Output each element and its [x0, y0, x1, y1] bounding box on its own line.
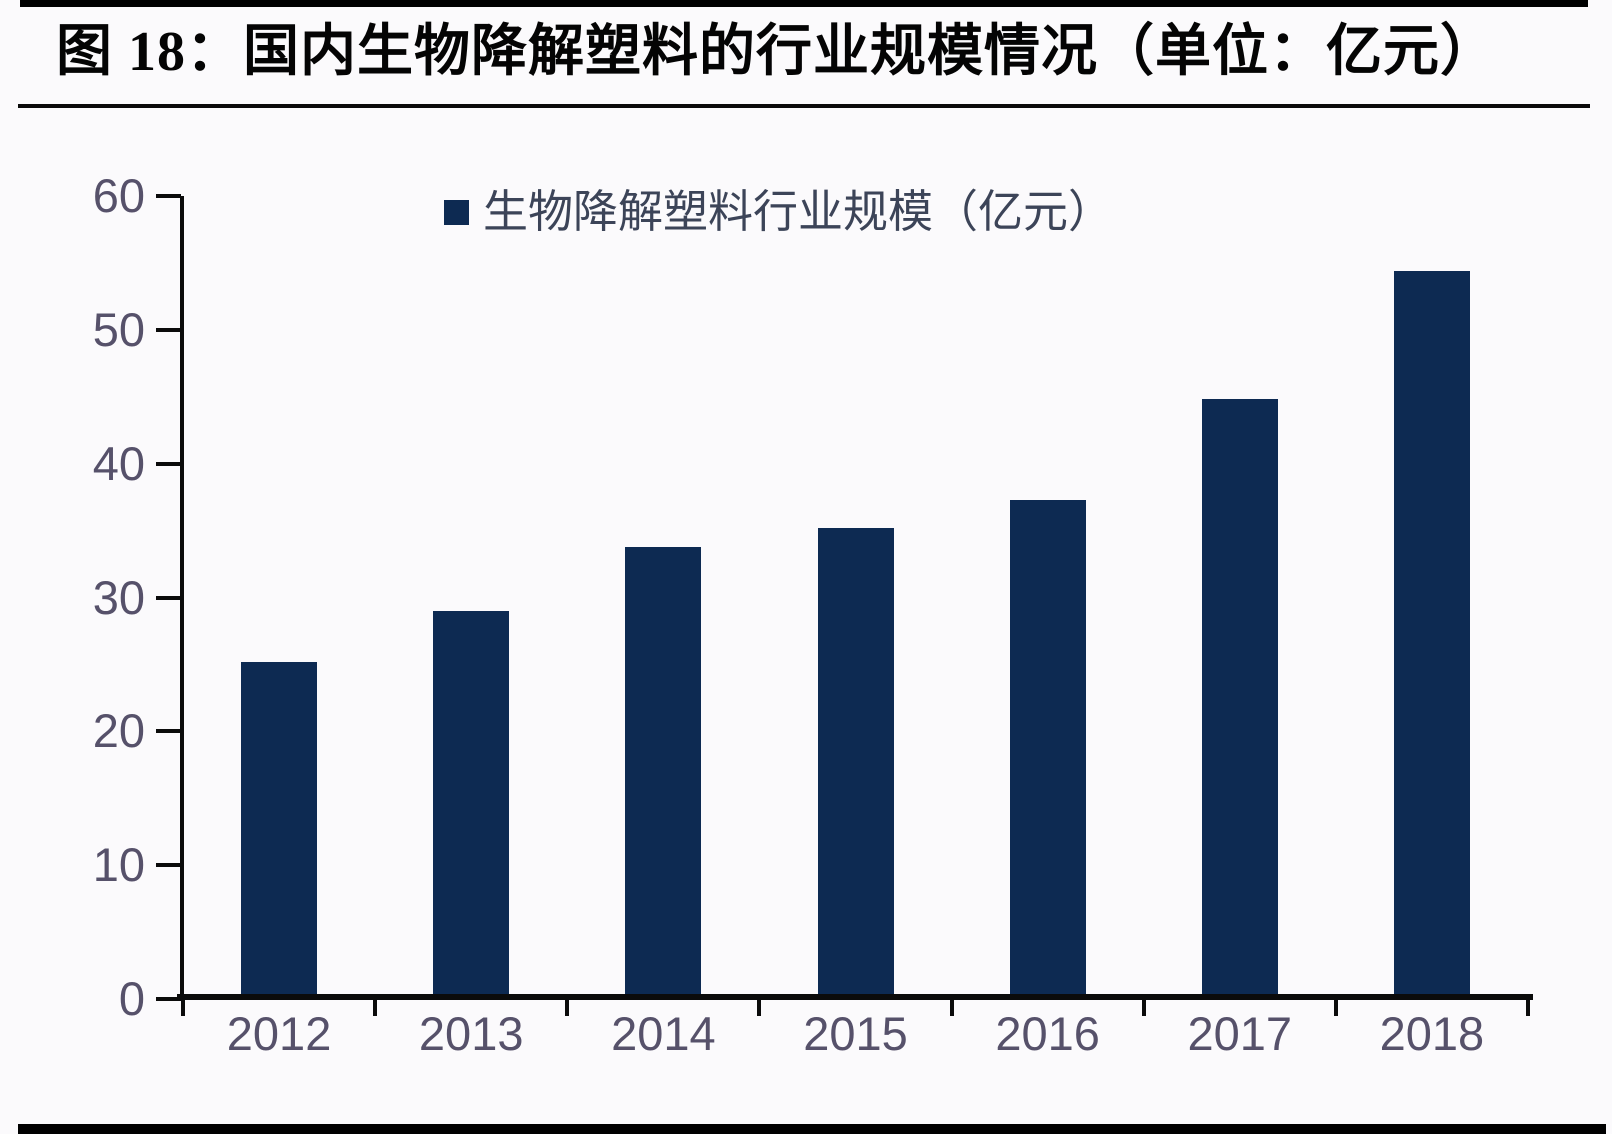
title-divider-rule: [18, 104, 1590, 108]
x-axis-tick-6: [1333, 996, 1338, 1016]
x-axis-tick-7: [1526, 996, 1530, 1016]
bar-2015: [817, 527, 894, 999]
x-axis-tick-5: [1141, 996, 1146, 1016]
bottom-rule: [18, 1124, 1606, 1134]
bar-2014: [625, 546, 702, 999]
bar-2017: [1201, 399, 1278, 999]
x-axis-label-2012: 2012: [226, 1007, 332, 1060]
x-axis-label-2016: 2016: [995, 1007, 1100, 1060]
y-axis-tick-30: [156, 595, 181, 600]
bar-2018: [1393, 270, 1470, 999]
y-axis-label-10: 10: [92, 838, 145, 892]
figure-title: 图 18：国内生物降解塑料的行业规模情况（单位：亿元）: [56, 21, 1497, 83]
legend-label: 生物降解塑料行业规模（亿元）: [483, 186, 1114, 237]
y-axis-label-20: 20: [92, 704, 145, 758]
bar-2016: [1009, 499, 1086, 999]
x-axis-tick-1: [373, 996, 378, 1016]
top-rule: [20, 0, 1588, 7]
y-axis-label-30: 30: [92, 570, 145, 624]
chart-legend: 生物降解塑料行业规模（亿元）: [444, 186, 1113, 238]
x-axis-tick-3: [757, 996, 762, 1016]
y-axis-label-50: 50: [92, 302, 145, 356]
x-axis-tick-2: [565, 996, 570, 1016]
x-axis-tick-4: [949, 996, 954, 1016]
legend-swatch: [444, 199, 469, 225]
y-axis-tick-10: [156, 863, 181, 868]
bar-2013: [433, 610, 510, 999]
x-axis-tick-0: [181, 996, 185, 1016]
x-axis-label-2015: 2015: [803, 1007, 908, 1060]
bar-2012: [241, 661, 318, 999]
y-axis-label-40: 40: [92, 436, 145, 490]
y-axis-tick-50: [156, 327, 181, 332]
plot-area: 0 10 20 30 40 50 60 2012 2013 2014 2015 2016 2017 201…: [93, 170, 1533, 1060]
x-axis-line: [177, 994, 1533, 1000]
y-axis-tick-20: [156, 729, 181, 734]
y-axis-label-0: 0: [118, 972, 145, 1025]
y-axis-tick-40: [156, 461, 181, 466]
x-axis-label-2018: 2018: [1379, 1007, 1485, 1060]
x-axis-label-2013: 2013: [418, 1007, 524, 1060]
y-axis-tick-0: [156, 997, 181, 1001]
y-axis-label-60: 60: [92, 169, 145, 222]
x-axis-label-2014: 2014: [611, 1007, 716, 1060]
x-axis-label-2017: 2017: [1187, 1007, 1293, 1060]
y-axis-tick-60: [156, 194, 181, 198]
y-axis-line: [180, 196, 184, 999]
